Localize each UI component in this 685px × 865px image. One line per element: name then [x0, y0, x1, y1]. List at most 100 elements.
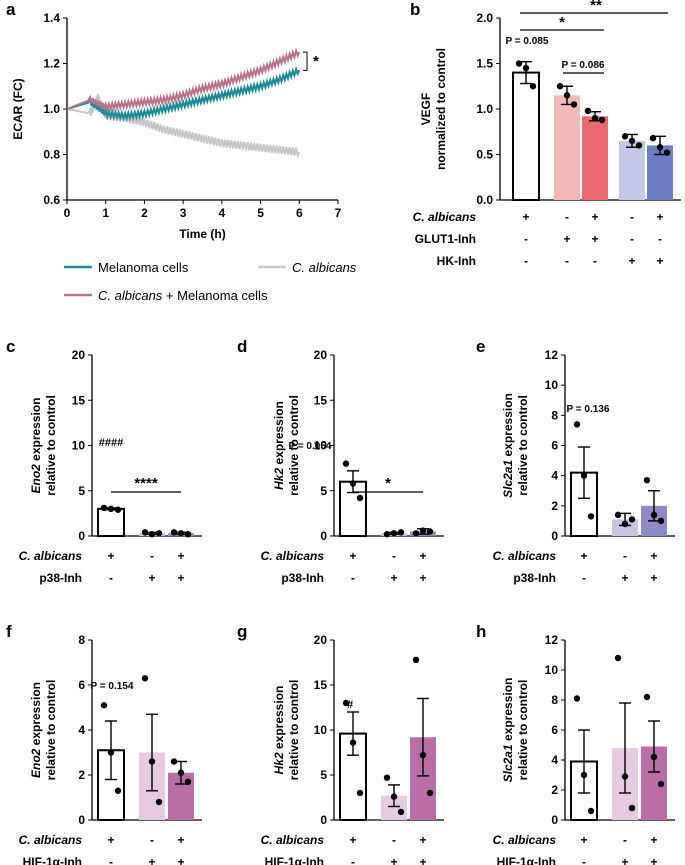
data-point-h-0-2 — [587, 807, 595, 815]
row-mark-b-1-2: + — [591, 232, 598, 246]
y-tick-label-b: 0.0 — [476, 193, 493, 207]
annotation-p-b-1: P = 0.085 — [506, 36, 549, 47]
annotation-star-b-1: * — [559, 14, 565, 31]
annotation-p-d: P = 0.054 — [289, 441, 332, 452]
data-point-b-4-0 — [649, 134, 657, 142]
row-mark-g-1-2: + — [419, 855, 426, 865]
y-tick-label-e: 6 — [551, 439, 558, 453]
row-label-d-0: C. albicans — [261, 549, 325, 563]
x-tick-label-a: 1 — [102, 206, 109, 220]
y-axis-title-line2-f: relative to control — [44, 680, 58, 781]
data-point-b-0-2 — [529, 83, 537, 90]
x-tick-label-a: 3 — [180, 206, 187, 220]
data-point-b-2-2 — [598, 116, 606, 124]
row-mark-b-0-3: - — [630, 210, 634, 224]
y-tick-label-h: 12 — [545, 633, 559, 647]
y-axis-title-g: Hk2 expression — [272, 686, 286, 775]
y-axis-title-c: Eno2 expression — [29, 397, 43, 493]
row-mark-e-1-2: + — [650, 571, 657, 585]
y-tick-label-d: 20 — [314, 348, 328, 362]
panel-label-h: h — [476, 622, 486, 641]
annotation-p-b-2: P = 0.086 — [562, 60, 605, 71]
row-mark-e-0-2: + — [650, 549, 657, 563]
row-mark-d-0-2: + — [419, 549, 426, 563]
series-line-melanoma-cells — [66, 65, 301, 122]
y-tick-label-h: 0 — [551, 813, 558, 827]
y-tick-label-b: 2.0 — [476, 11, 493, 25]
row-mark-f-1-1: + — [148, 855, 155, 865]
y-tick-label-f: 0 — [78, 813, 85, 827]
row-mark-h-1-2: + — [650, 855, 657, 865]
data-point-h-0-0 — [573, 695, 581, 702]
row-mark-b-2-1: - — [565, 254, 569, 268]
y-tick-label-b: 1.5 — [476, 57, 493, 71]
x-tick-label-a: 2 — [141, 206, 148, 220]
data-point-c-1-0 — [141, 529, 149, 536]
y-tick-label-d: 10 — [314, 439, 328, 453]
data-point-c-2-1 — [177, 530, 185, 537]
data-point-h-2-0 — [643, 693, 651, 701]
row-mark-g-0-0: + — [349, 833, 356, 847]
row-mark-c-1-0: - — [109, 571, 113, 585]
data-point-e-1-0 — [614, 511, 622, 519]
row-mark-b-2-0: - — [524, 254, 528, 268]
y-tick-label-e: 12 — [545, 348, 559, 362]
data-point-h-1-2 — [628, 804, 636, 812]
y-tick-label-e: 4 — [551, 469, 558, 483]
data-point-f-1-1 — [148, 758, 156, 765]
data-point-c-1-1 — [148, 530, 156, 538]
row-mark-d-1-2: + — [419, 571, 426, 585]
data-point-c-2-0 — [170, 529, 178, 536]
data-point-e-0-1 — [580, 472, 588, 479]
row-mark-b-0-0: + — [522, 210, 529, 224]
data-point-e-1-2 — [628, 516, 636, 523]
y-axis-title-line2-h: relative to control — [516, 680, 530, 781]
data-point-e-0-0 — [573, 421, 581, 428]
data-point-b-1-2 — [570, 101, 578, 108]
row-mark-d-0-0: + — [349, 549, 356, 563]
data-point-b-4-2 — [663, 149, 671, 156]
data-point-h-2-1 — [650, 753, 658, 761]
data-point-f-0-0 — [100, 702, 108, 709]
data-point-d-2-1 — [419, 527, 427, 534]
legend-label: C. albicans + Melanoma cells — [98, 288, 268, 303]
row-label-c-1: p38-Inh — [39, 571, 82, 585]
panel-label-e: e — [476, 337, 485, 356]
data-point-c-2-2 — [184, 530, 192, 538]
row-mark-f-0-2: + — [177, 833, 184, 847]
row-mark-b-0-1: - — [565, 210, 569, 224]
bar-b-2 — [582, 116, 608, 200]
y-tick-label-c: 5 — [78, 484, 85, 498]
row-label-e-0: C. albicans — [493, 549, 557, 563]
data-point-g-0-2 — [356, 789, 364, 797]
row-mark-b-2-2: - — [593, 254, 597, 268]
row-label-b-0: C. albicans — [413, 210, 477, 224]
data-point-b-0-1 — [522, 64, 530, 72]
row-mark-d-0-1: - — [392, 549, 396, 563]
row-mark-c-0-0: + — [107, 549, 114, 563]
data-point-b-3-2 — [635, 142, 643, 149]
data-point-d-1-1 — [390, 530, 398, 537]
y-tick-label-g: 5 — [320, 768, 327, 782]
panel-label-f: f — [6, 622, 12, 641]
data-point-f-2-2 — [184, 778, 192, 785]
x-tick-label-a: 5 — [257, 206, 264, 220]
y-tick-label-b: 1.0 — [476, 102, 493, 116]
row-label-b-2: HK-Inh — [437, 254, 476, 268]
y-tick-label-g: 0 — [320, 813, 327, 827]
y-tick-label-c: 0 — [78, 529, 85, 543]
annotation-hash-g: # — [347, 699, 353, 711]
y-tick-label-f: 4 — [78, 723, 85, 737]
row-mark-c-1-2: + — [177, 571, 184, 585]
y-axis-title-h: Slc2a1 expression — [501, 678, 515, 783]
data-point-f-2-0 — [170, 758, 178, 765]
y-axis-title-line2-g: relative to control — [287, 680, 301, 781]
row-mark-b-1-3: - — [630, 232, 634, 246]
panel-label-g: g — [237, 622, 247, 641]
row-mark-b-0-4: + — [656, 210, 663, 224]
series-line-c-albicans-melanoma-cells — [66, 47, 301, 113]
data-point-h-1-1 — [621, 773, 629, 780]
y-tick-label-d: 5 — [320, 484, 327, 498]
bar-b-1 — [554, 95, 580, 200]
y-tick-label-a: 1.0 — [43, 102, 60, 116]
